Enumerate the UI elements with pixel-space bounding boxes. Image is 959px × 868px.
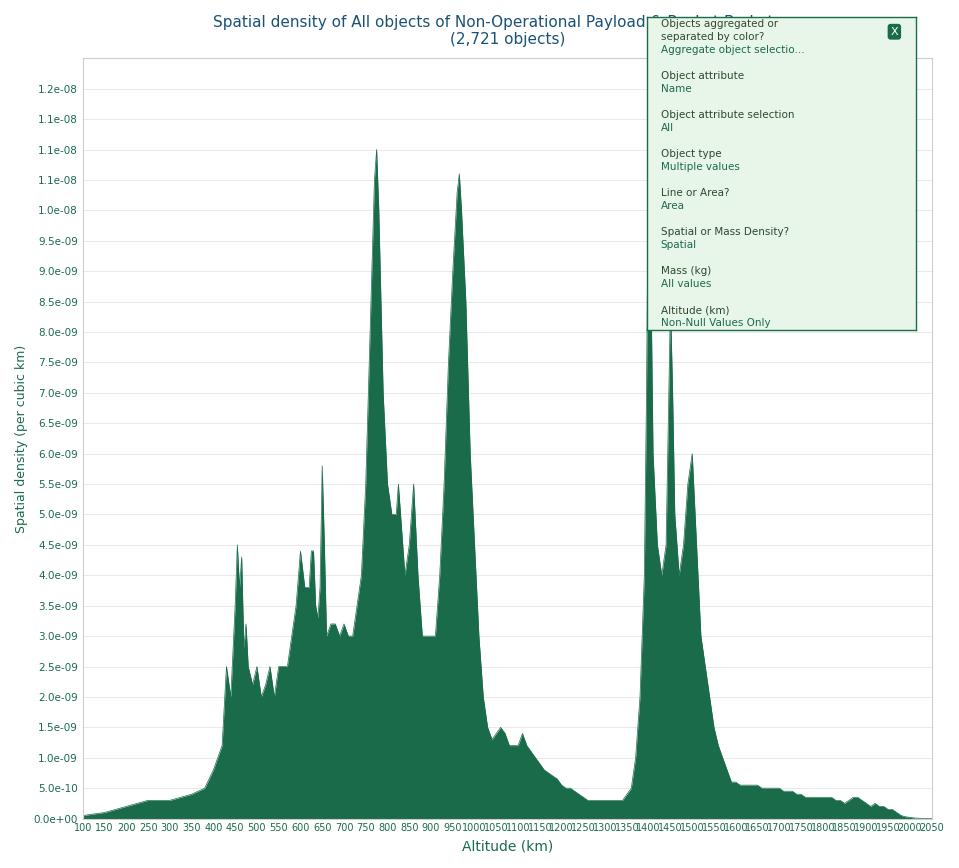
Y-axis label: Spatial density (per cubic km): Spatial density (per cubic km) <box>15 345 28 533</box>
Text: Object attribute: Object attribute <box>661 71 744 81</box>
Text: separated by color?: separated by color? <box>661 32 764 42</box>
Text: Name: Name <box>661 84 691 94</box>
Text: Spatial or Mass Density?: Spatial or Mass Density? <box>661 227 789 237</box>
Text: All: All <box>661 123 674 133</box>
Text: Non-Null Values Only: Non-Null Values Only <box>661 319 770 328</box>
Text: Line or Area?: Line or Area? <box>661 188 729 198</box>
Text: Multiple values: Multiple values <box>661 162 739 172</box>
Text: Mass (kg): Mass (kg) <box>661 266 711 276</box>
Text: Object type: Object type <box>661 149 721 159</box>
Text: Area: Area <box>661 201 685 211</box>
Title: Spatial density of All objects of Non-Operational Payload & Rocket Body type
(2,: Spatial density of All objects of Non-Op… <box>213 15 802 48</box>
Text: Spatial: Spatial <box>661 240 697 250</box>
Text: X: X <box>891 27 899 36</box>
Text: Object attribute selection: Object attribute selection <box>661 110 794 120</box>
X-axis label: Altitude (km): Altitude (km) <box>461 839 552 853</box>
Text: All values: All values <box>661 279 712 289</box>
Text: Objects aggregated or: Objects aggregated or <box>661 19 778 29</box>
Text: Aggregate object selectio...: Aggregate object selectio... <box>661 45 805 55</box>
Text: Altitude (km): Altitude (km) <box>661 306 729 315</box>
